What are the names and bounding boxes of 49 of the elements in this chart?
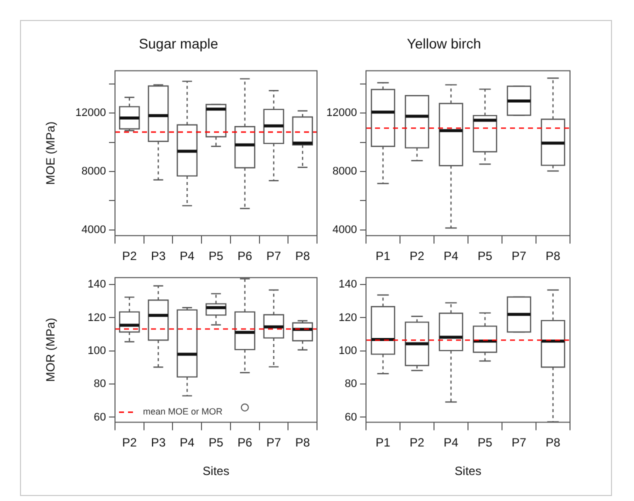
y-tick-label: 12000 <box>326 107 357 120</box>
y-tick-label: 140 <box>338 278 357 291</box>
y-tick-label: 4000 <box>332 224 357 236</box>
x-tick-label: P1 <box>376 249 391 264</box>
y-tick-label: 140 <box>88 278 106 291</box>
chart-title: Sugar maple <box>138 35 218 52</box>
legend-label: mean MOE or MOR <box>143 406 224 417</box>
x-tick-label: P7 <box>266 249 282 264</box>
x-axis-title: Sites <box>454 464 482 478</box>
y-tick-label: 100 <box>338 344 357 357</box>
y-tick-label: 12000 <box>75 107 106 120</box>
x-tick-label: P8 <box>295 436 310 450</box>
x-tick-label: P4 <box>180 249 195 264</box>
x-tick-label: P5 <box>208 249 224 264</box>
x-tick-label: P5 <box>478 436 493 450</box>
x-tick-label: P2 <box>410 249 425 264</box>
chart-title: Yellow birch <box>406 35 482 52</box>
x-axis-title: Sites <box>202 464 230 478</box>
y-tick-label: 60 <box>344 411 357 424</box>
x-tick-label: P4 <box>180 436 195 450</box>
y-tick-label: 4000 <box>82 224 106 236</box>
x-tick-label: P8 <box>295 249 310 264</box>
y-tick-label: 8000 <box>82 165 106 178</box>
x-tick-label: P8 <box>546 436 561 450</box>
y-tick-label: 80 <box>344 378 357 390</box>
y-tick-label: 60 <box>94 411 106 424</box>
x-tick-label: P6 <box>238 436 253 450</box>
x-tick-label: P1 <box>376 436 391 450</box>
y-tick-label: 120 <box>338 312 357 324</box>
x-tick-label: P8 <box>546 249 561 264</box>
x-tick-label: P7 <box>266 436 282 450</box>
y-tick-label: 8000 <box>332 165 357 178</box>
y-tick-label: 100 <box>88 344 106 357</box>
x-tick-label: P7 <box>512 249 527 264</box>
x-tick-label: P6 <box>238 249 253 264</box>
y-axis-title: MOE (MPa) <box>44 122 58 185</box>
x-tick-label: P3 <box>150 436 166 450</box>
x-tick-label: P3 <box>150 249 166 264</box>
x-tick-label: P5 <box>208 436 224 450</box>
y-axis-title: MOR (MPa) <box>44 318 58 382</box>
x-tick-label: P7 <box>512 436 527 450</box>
x-tick-label: P2 <box>410 436 425 450</box>
x-tick-label: P4 <box>444 249 459 264</box>
x-tick-label: P5 <box>478 249 493 264</box>
y-tick-label: 120 <box>88 312 106 324</box>
x-tick-label: P2 <box>122 249 138 264</box>
x-tick-label: P4 <box>444 436 459 450</box>
x-tick-label: P2 <box>122 436 138 450</box>
y-tick-label: 80 <box>94 378 106 390</box>
